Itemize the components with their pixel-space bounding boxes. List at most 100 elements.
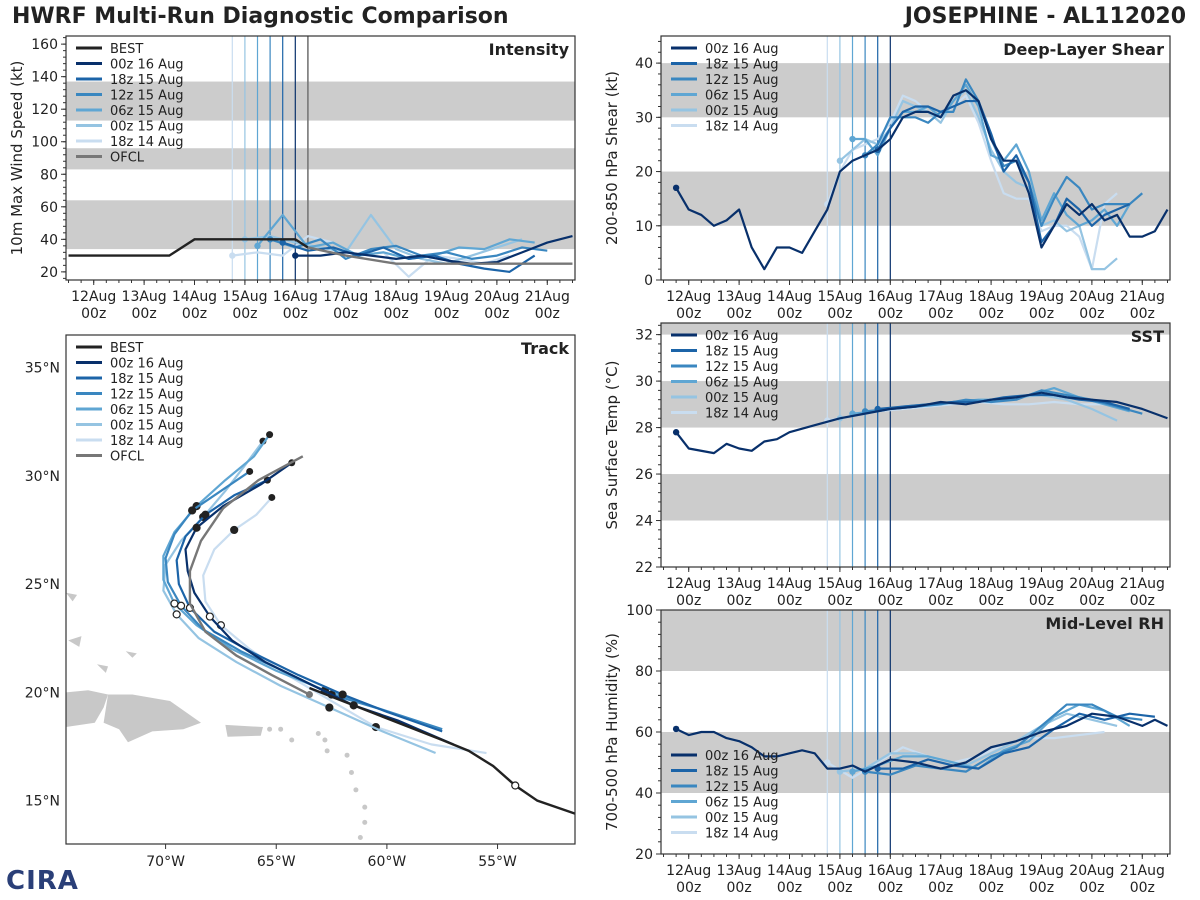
sst-xtick-hour: 00z [979, 593, 1004, 609]
small-island [362, 819, 368, 825]
track-position-marker [188, 506, 197, 515]
rh-xtick-day: 18Aug [969, 863, 1014, 879]
track-position-marker [325, 703, 334, 712]
track-legend-label: 06z 15 Aug [110, 403, 184, 418]
shear-series-00z-16-aug [675, 89, 1169, 271]
small-island [353, 787, 359, 793]
track-legend-label: 12z 15 Aug [110, 388, 184, 403]
track-legend-label: BEST [110, 341, 143, 356]
intensity-xtick-day: 20Aug [474, 289, 519, 305]
intensity-ytick-label: 120 [31, 102, 58, 118]
rh-xtick-day: 14Aug [767, 863, 812, 879]
rh-init-marker [672, 725, 680, 733]
intensity-init-marker [229, 252, 236, 259]
sst-xtick-day: 12Aug [666, 576, 711, 592]
intensity-ytick-label: 160 [31, 37, 58, 53]
sst-xtick-day: 16Aug [868, 576, 913, 592]
rh-series-00z-15-aug [839, 712, 1118, 773]
rh-legend-label: 18z 15 Aug [705, 765, 779, 780]
track-position-marker [170, 599, 179, 608]
track-legend-label: OFCL [110, 450, 145, 465]
intensity-legend-label: 18z 15 Aug [110, 73, 184, 88]
shear-xtick-day: 18Aug [969, 289, 1014, 305]
shear-series-12z-15-aug [864, 78, 1143, 227]
rh-init-marker [836, 768, 844, 775]
intensity-legend-label: 00z 16 Aug [110, 58, 184, 73]
rh-legend-label: 00z 16 Aug [705, 749, 779, 764]
intensity-xtick-hour: 00z [232, 306, 257, 322]
track-xtick-label: 65°W [257, 854, 296, 870]
sst-legend-label: 00z 15 Aug [705, 391, 779, 406]
track-ytick-label: 20°N [25, 685, 60, 701]
sst-xtick-day: 15Aug [817, 576, 862, 592]
shear-legend-label: 18z 14 Aug [705, 120, 779, 135]
track-xtick-label: 70°W [146, 854, 185, 870]
land-mass [96, 664, 109, 673]
sst-ytick-label: 24 [635, 514, 653, 530]
sst-xtick-hour: 00z [928, 593, 953, 609]
rh-xtick-hour: 00z [777, 880, 802, 896]
track-position-marker [230, 525, 239, 535]
sst-xtick-hour: 00z [727, 593, 752, 609]
rh-series-18z-14-aug [826, 730, 1105, 779]
rh-series-18z-15-aug [877, 712, 1156, 770]
shear-xtick-day: 16Aug [868, 289, 913, 305]
shear-xtick-day: 14Aug [767, 289, 812, 305]
intensity-legend-label: 00z 15 Aug [110, 120, 184, 135]
shear-xtick-hour: 00z [928, 306, 953, 322]
intensity-ytick-label: 140 [31, 70, 58, 86]
shear-ytick-label: 10 [635, 219, 653, 235]
small-island [348, 770, 354, 776]
intensity-ytick-label: 60 [40, 200, 58, 216]
sst-xtick-day: 14Aug [767, 576, 812, 592]
intensity-legend-label: BEST [110, 42, 143, 57]
shear-xtick-day: 20Aug [1069, 289, 1114, 305]
sst-xtick-day: 17Aug [918, 576, 963, 592]
shear-xtick-day: 12Aug [666, 289, 711, 305]
storm-id-title: JOSEPHINE - AL112020 [904, 4, 1186, 29]
rh-ytick-label: 40 [635, 786, 653, 802]
intensity-xtick-day: 21Aug [525, 289, 570, 305]
rh-ytick-label: 80 [635, 664, 653, 680]
track-legend-label: 00z 16 Aug [110, 357, 184, 372]
intensity-xtick-day: 18Aug [374, 289, 419, 305]
intensity-ytick-label: 20 [40, 265, 58, 281]
rh-xtick-day: 21Aug [1120, 863, 1165, 879]
shear-xtick-hour: 00z [979, 306, 1004, 322]
rh-legend-label: 18z 14 Aug [705, 827, 779, 842]
rh-xtick-hour: 00z [1029, 880, 1054, 896]
track-00z-15-aug [162, 440, 436, 755]
intensity-init-marker [292, 252, 299, 259]
sst-xtick-hour: 00z [777, 593, 802, 609]
sst-ytick-label: 30 [635, 374, 653, 390]
intensity-xtick-hour: 00z [535, 306, 560, 322]
sst-ylabel: Sea Surface Temp (°C) [603, 360, 621, 529]
sst-legend-label: 18z 14 Aug [705, 407, 779, 422]
shear-xtick-hour: 00z [727, 306, 752, 322]
intensity-title: Intensity [489, 40, 570, 59]
sst-panel: 22242628303212Aug00z13Aug00z14Aug00z15Au… [603, 322, 1171, 609]
rh-series-12z-15-aug [864, 703, 1143, 776]
shear-init-marker [849, 135, 856, 143]
rh-ylabel: 700-500 hPa Humidity (%) [603, 633, 621, 831]
shear-legend-label: 06z 15 Aug [705, 89, 779, 104]
shear-ytick-label: 0 [644, 273, 653, 289]
track-legend-label: 18z 15 Aug [110, 372, 184, 387]
rh-xtick-day: 20Aug [1069, 863, 1114, 879]
sst-ytick-label: 32 [635, 328, 653, 344]
intensity-legend-label: 12z 15 Aug [110, 89, 184, 104]
sst-xtick-day: 21Aug [1120, 576, 1165, 592]
shear-ylabel: 200-850 hPa Shear (kt) [603, 71, 621, 245]
track-title: Track [521, 339, 569, 358]
intensity-xtick-hour: 00z [484, 306, 509, 322]
intensity-legend-label: 18z 14 Aug [110, 135, 184, 150]
rh-panel: 2040608010012Aug00z13Aug00z14Aug00z15Aug… [603, 603, 1171, 896]
land-mass [103, 694, 201, 743]
rh-xtick-hour: 00z [1130, 880, 1155, 896]
intensity-xtick-day: 17Aug [323, 289, 368, 305]
track-frame [65, 334, 576, 845]
intensity-series-18z-15-aug [282, 241, 536, 273]
intensity-xtick-day: 16Aug [273, 289, 318, 305]
intensity-ytick-label: 40 [40, 232, 58, 248]
